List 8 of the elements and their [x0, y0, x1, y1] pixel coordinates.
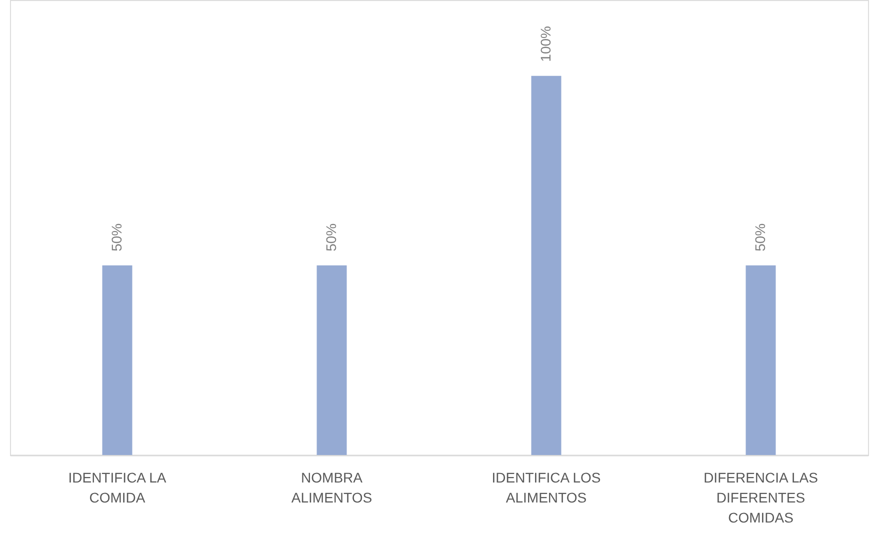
x-tick-label: NOMBRA ALIMENTOS: [291, 470, 372, 506]
x-tick-label: IDENTIFICA LA COMIDA: [68, 470, 167, 506]
data-label: 100%: [537, 26, 554, 62]
x-tick-label: IDENTIFICA LOS ALIMENTOS: [492, 470, 601, 506]
data-label: 50%: [108, 223, 124, 252]
data-label: 50%: [752, 223, 768, 252]
x-tick-label: DIFERENCIA LAS DIFERENTES COMIDAS: [704, 470, 818, 526]
data-label: 50%: [322, 223, 339, 252]
